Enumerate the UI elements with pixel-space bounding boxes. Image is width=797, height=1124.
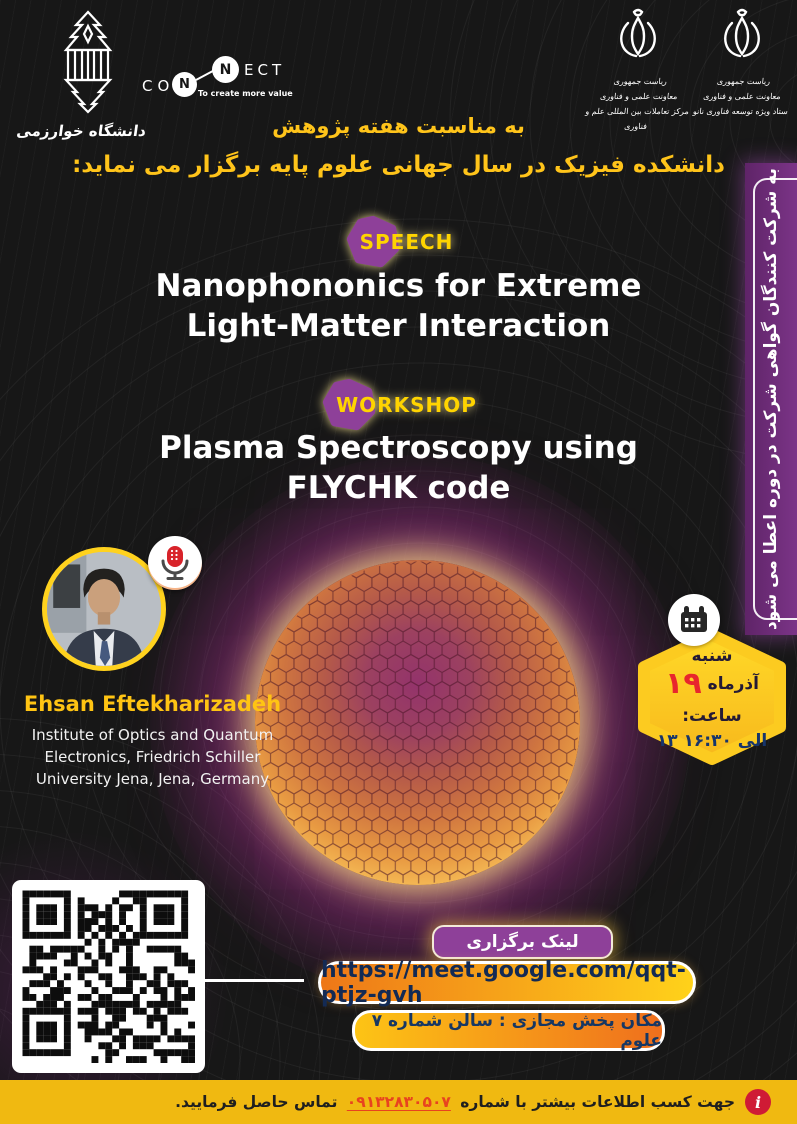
connect-tagline: To create more value [198,89,293,98]
certificate-ribbon: به شرکت کنندگان گواهی شرکت در دوره اعطا … [745,163,797,635]
ribbon-frame [753,178,797,620]
affiliation-line-3: University Jena, Jena, Germany [35,770,270,788]
fullerene-sphere [255,560,580,885]
schedule-date: ۱۹ آذرماه [665,669,759,699]
schedule-time-value: ۱۳ الی ۱۶:۳۰ [656,731,768,751]
venue-pill: مکان پخش مجازی : سالن شماره ۷ علوم [352,1010,665,1051]
info-icon: i [745,1089,771,1115]
university-logo: دانشگاه خوارزمی [15,8,147,150]
connect-ect-text: ECT [244,61,286,79]
affiliation-line-1: Institute of Optics and Quantum [31,726,274,744]
schedule-date-number: ۱۹ [665,666,702,701]
workshop-title-line-1: Plasma Spectroscopy using [159,430,638,466]
link-label-pill: لینک برگزاری [432,925,613,959]
qr-connector-line [200,979,304,982]
hexagon-badge-icon [346,215,399,268]
speech-badge-label: SPEECH [359,230,454,254]
microphone-badge [148,536,202,590]
gov-logo-international-center: ریاست جمهوری معاونت علمی و فناوری مرکز ت… [583,8,693,134]
gov-logo-line: ریاست جمهوری [613,77,668,86]
gov-logo-line: ریاست جمهوری [716,77,771,86]
speaker-name: Ehsan Eftekharizadeh [23,692,282,716]
connect-co-text: CO [142,77,175,95]
hexagon-badge-icon [323,378,376,431]
qr-code[interactable] [12,880,205,1073]
schedule-time-label: ساعت: [682,706,742,726]
schedule-card: شنبه ۱۹ آذرماه ساعت: ۱۳ الی ۱۶:۳۰ [634,594,790,768]
footer-text-post: تماس حاصل فرمایید. [175,1093,338,1111]
gov-emblem-icon [724,8,760,58]
occasion-line-1: به مناسبت هفته پژوهش [272,114,525,138]
microphone-icon [161,546,189,580]
speech-badge: SPEECH [0,213,797,271]
connect-n-circle-1: N [172,72,197,97]
meet-link[interactable]: https://meet.google.com/qqt-ptjz-gvh [318,958,696,1008]
connect-logo: CO N N ECT To create more value [142,55,293,115]
workshop-badge-label: WORKSHOP [336,393,477,417]
workshop-title: Plasma Spectroscopy using FLYCHK code [0,428,797,508]
workshop-title-line-2: FLYCHK code [286,470,511,506]
schedule-day: شنبه [691,646,733,666]
gov-emblem-icon [620,8,656,58]
footer-bar: i جهت کسب اطلاعات بیشتر با شماره ۰۹۱۳۲۸۳… [0,1080,797,1124]
gov-logo-line: معاونت علمی و فناوری [702,92,782,101]
hexagon-mesh-texture [256,561,579,884]
certificate-note: به شرکت کنندگان گواهی شرکت در دوره اعطا … [761,168,781,630]
speaker-portrait [47,552,161,666]
occasion-line-2: دانشکده فیزیک در سال جهانی علوم پایه برگ… [72,152,725,178]
calendar-badge [668,594,720,646]
gov-logo-nano-hq: ریاست جمهوری معاونت علمی و فناوری ستاد و… [692,8,792,119]
speech-title-line-1: Nanophononics for Extreme [155,268,642,304]
connect-n-circle-2: N [212,56,239,83]
workshop-badge: WORKSHOP [0,376,797,434]
footer-text-pre: جهت کسب اطلاعات بیشتر با شماره [460,1093,735,1111]
calendar-icon [681,606,707,632]
speech-title-line-2: Light-Matter Interaction [186,308,611,344]
footer-contact-text: جهت کسب اطلاعات بیشتر با شماره ۰۹۱۳۲۸۳۰۵… [175,1093,735,1111]
footer-phone-number[interactable]: ۰۹۱۳۲۸۳۰۵۰۷ [346,1093,451,1111]
schedule-month: آذرماه [707,674,759,694]
gov-logo-line: معاونت علمی و فناوری [599,92,678,101]
university-emblem-icon [63,10,113,114]
speaker-photo [42,547,166,671]
speech-title: Nanophononics for Extreme Light-Matter I… [0,266,797,346]
affiliation-line-2: Electronics, Friedrich Schiller [44,748,261,766]
speaker-affiliation: Institute of Optics and Quantum Electron… [5,724,300,790]
